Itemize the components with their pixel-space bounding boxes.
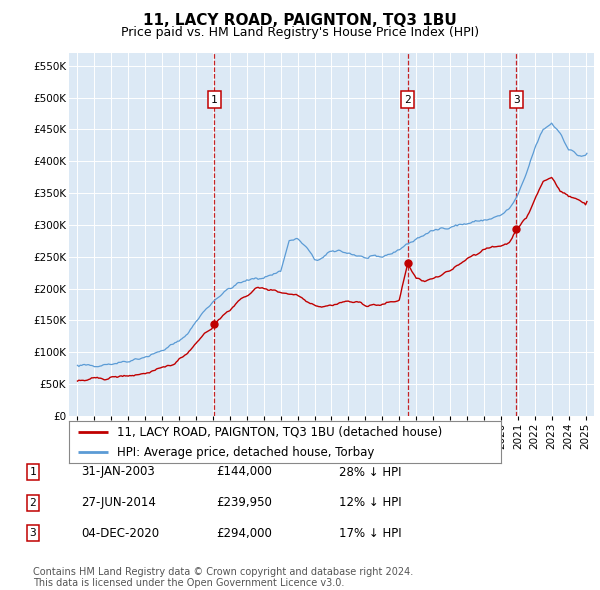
Text: Price paid vs. HM Land Registry's House Price Index (HPI): Price paid vs. HM Land Registry's House … [121, 26, 479, 39]
Text: 04-DEC-2020: 04-DEC-2020 [81, 527, 159, 540]
Text: 12% ↓ HPI: 12% ↓ HPI [339, 496, 401, 509]
Text: £144,000: £144,000 [216, 466, 272, 478]
Text: £294,000: £294,000 [216, 527, 272, 540]
Text: 17% ↓ HPI: 17% ↓ HPI [339, 527, 401, 540]
Text: 27-JUN-2014: 27-JUN-2014 [81, 496, 156, 509]
Text: 1: 1 [29, 467, 37, 477]
Text: 2: 2 [404, 94, 411, 104]
Text: 3: 3 [513, 94, 520, 104]
Text: 3: 3 [29, 529, 37, 538]
Text: 31-JAN-2003: 31-JAN-2003 [81, 466, 155, 478]
Text: 11, LACY ROAD, PAIGNTON, TQ3 1BU: 11, LACY ROAD, PAIGNTON, TQ3 1BU [143, 13, 457, 28]
Text: 1: 1 [211, 94, 218, 104]
Text: £239,950: £239,950 [216, 496, 272, 509]
Text: 2: 2 [29, 498, 37, 507]
Text: 28% ↓ HPI: 28% ↓ HPI [339, 466, 401, 478]
Text: HPI: Average price, detached house, Torbay: HPI: Average price, detached house, Torb… [116, 445, 374, 458]
Text: 11, LACY ROAD, PAIGNTON, TQ3 1BU (detached house): 11, LACY ROAD, PAIGNTON, TQ3 1BU (detach… [116, 425, 442, 438]
Text: Contains HM Land Registry data © Crown copyright and database right 2024.
This d: Contains HM Land Registry data © Crown c… [33, 566, 413, 588]
